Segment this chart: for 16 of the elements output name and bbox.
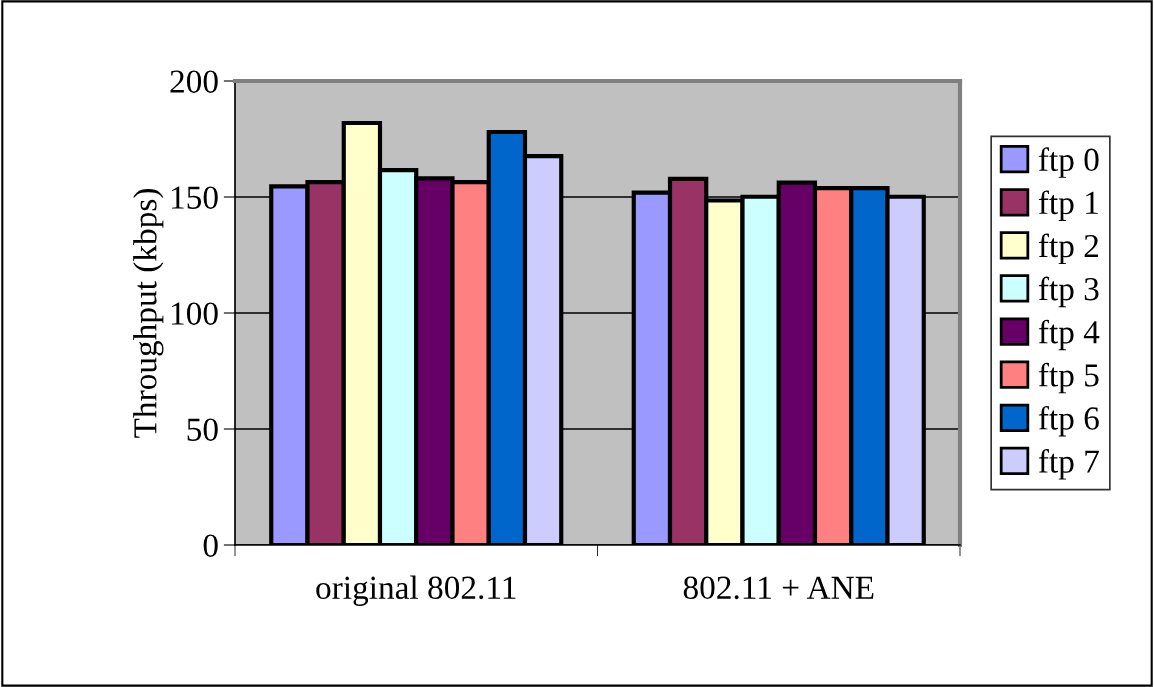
legend-label: ftp 7 [1038, 448, 1099, 480]
x-tick-label: 802.11 + ANE [683, 576, 874, 600]
legend-label: ftp 2 [1038, 233, 1099, 265]
y-tick-label: 50 [187, 418, 218, 441]
y-tick-label: 150 [171, 186, 218, 209]
legend-label: ftp 3 [1038, 276, 1099, 308]
y-tick-label: 100 [171, 302, 218, 325]
legend-label: ftp 6 [1038, 405, 1099, 437]
y-tick-label: 0 [203, 534, 218, 557]
y-axis-title: Throughput (kbps) [133, 189, 164, 438]
x-tick-label: original 802.11 [316, 575, 516, 606]
legend-label: ftp 4 [1038, 319, 1100, 351]
legend-label: ftp 1 [1038, 190, 1098, 221]
legend-label: ftp 5 [1038, 362, 1099, 394]
y-tick-label: 200 [170, 70, 218, 93]
legend-label: ftp 0 [1038, 147, 1099, 178]
